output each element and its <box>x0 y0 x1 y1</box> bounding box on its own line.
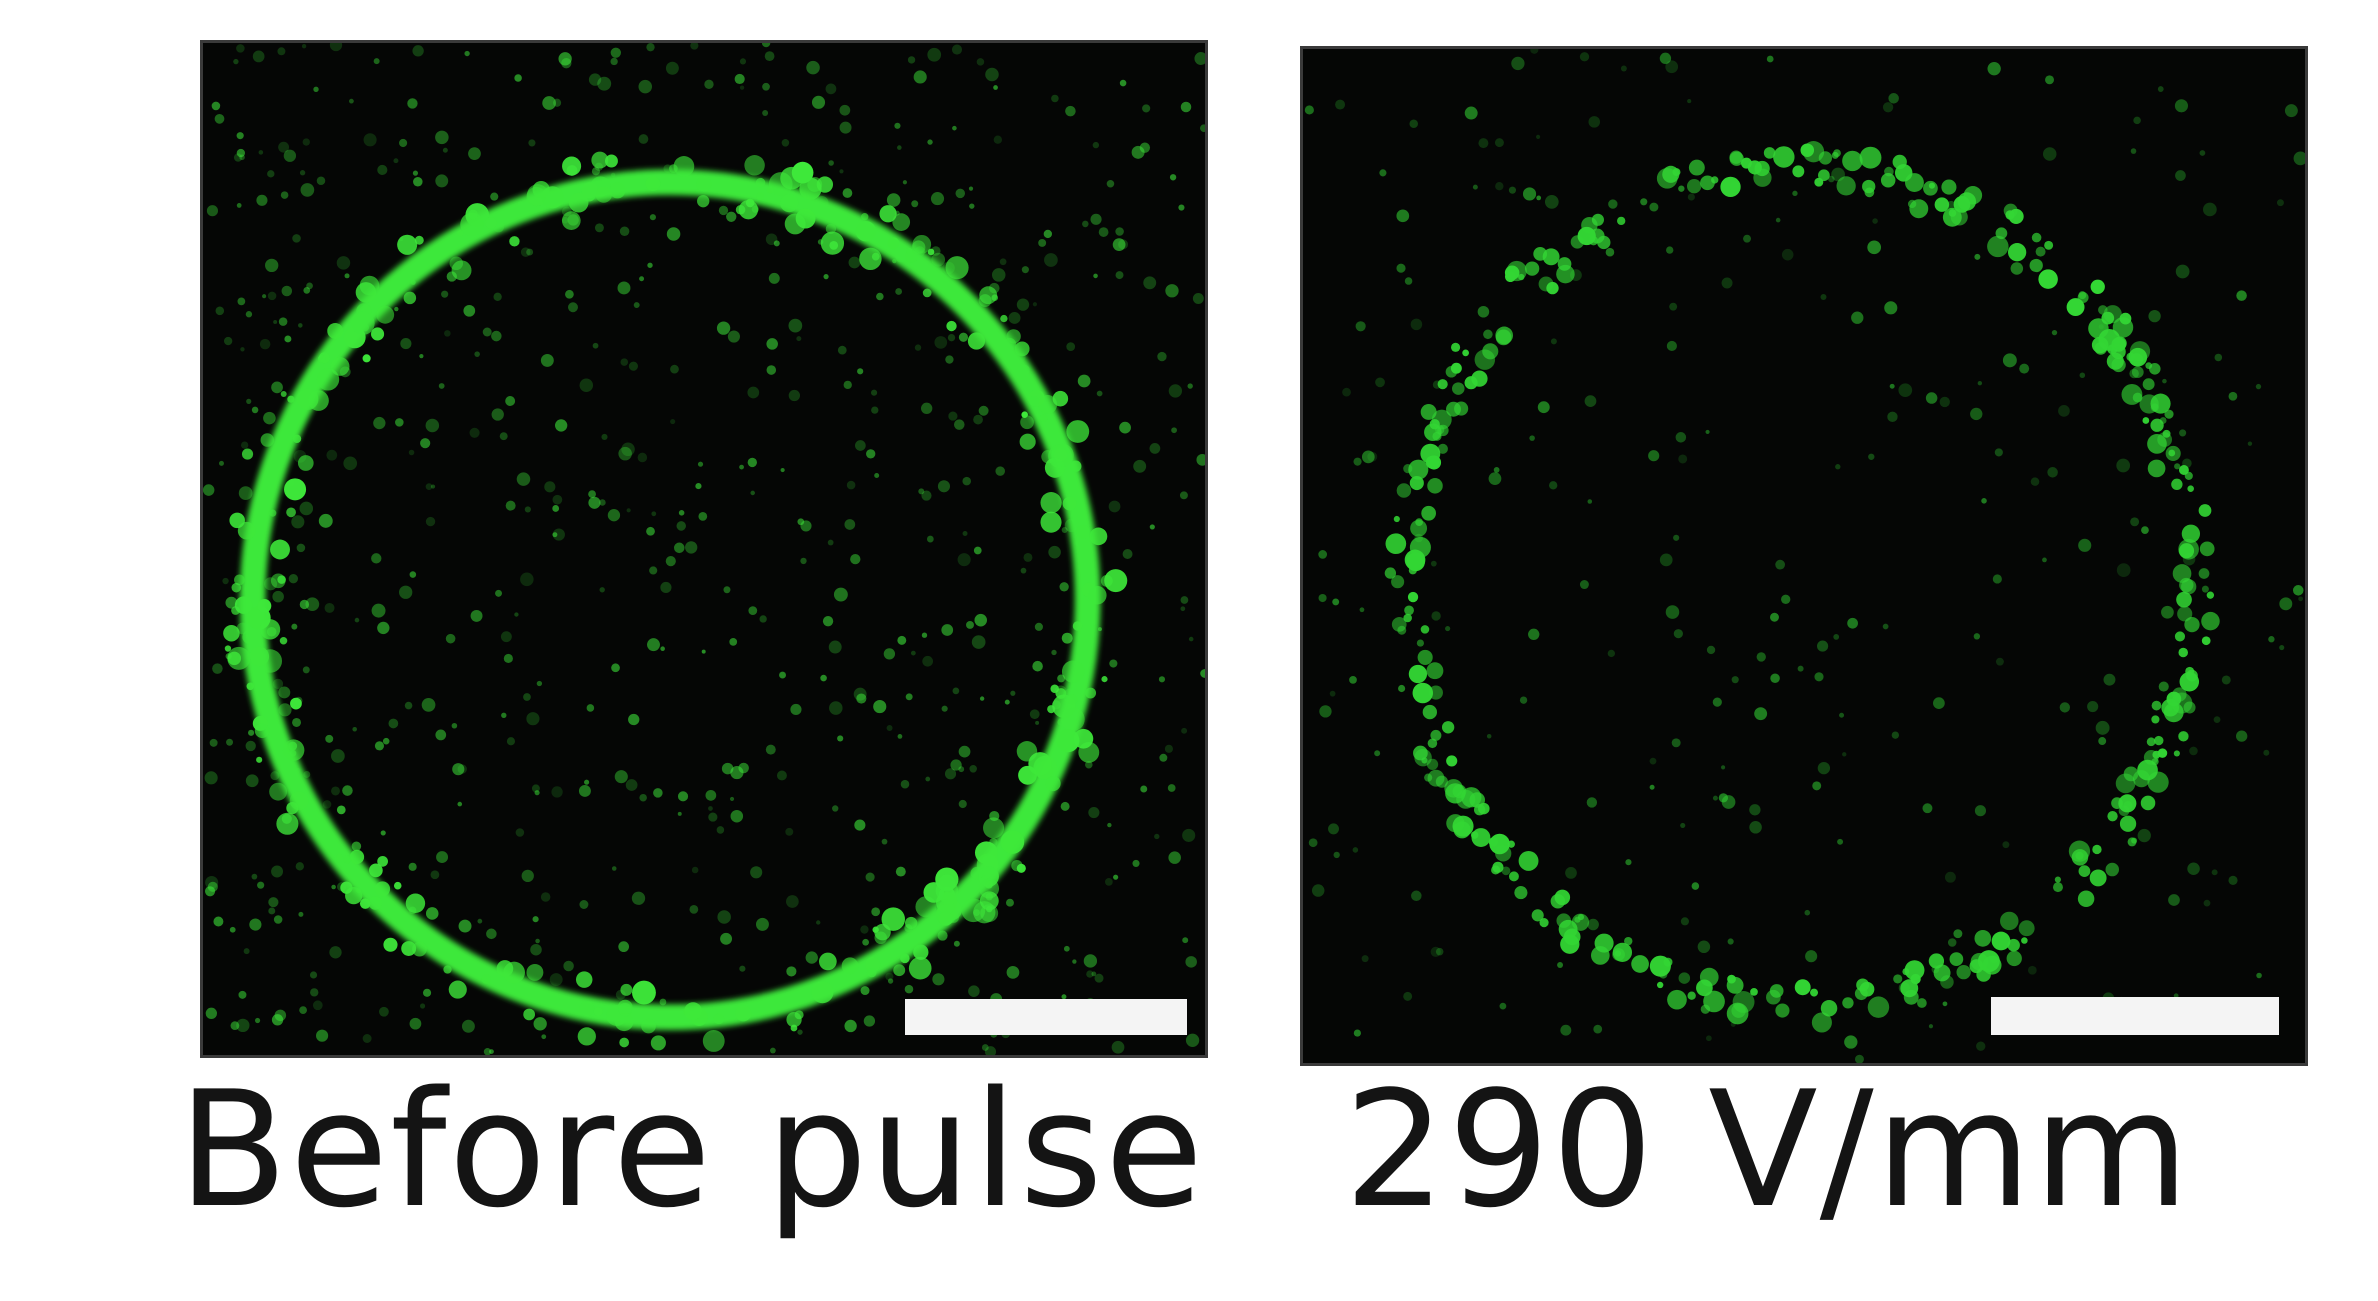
micrograph-290-v-mm <box>1300 46 2308 1066</box>
scale-bar <box>1991 997 2279 1035</box>
caption-before-pulse: Before pulse <box>178 1056 1206 1243</box>
micrograph-before-pulse <box>200 40 1208 1058</box>
vesicle-ring-image <box>1304 49 2305 1063</box>
scale-bar <box>905 999 1187 1035</box>
vesicle-ring-image <box>203 43 1205 1055</box>
caption-290-v-mm: 290 V/mm <box>1344 1056 2192 1243</box>
